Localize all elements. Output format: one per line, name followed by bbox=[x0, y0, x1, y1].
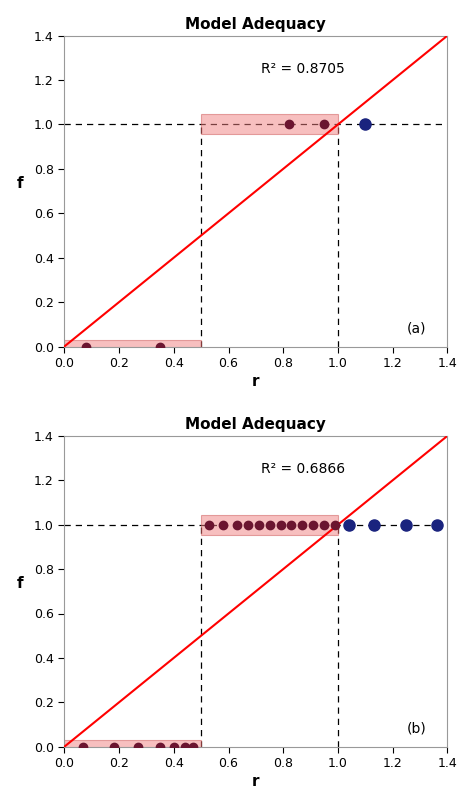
Text: R² = 0.6866: R² = 0.6866 bbox=[261, 462, 346, 476]
Bar bbox=[64, 740, 201, 756]
Text: (b): (b) bbox=[406, 721, 426, 736]
Bar bbox=[64, 340, 201, 355]
Title: Model Adequacy: Model Adequacy bbox=[185, 17, 326, 31]
Y-axis label: f: f bbox=[17, 176, 23, 191]
Bar bbox=[201, 114, 338, 135]
Y-axis label: f: f bbox=[17, 576, 23, 592]
Bar bbox=[201, 515, 338, 534]
Title: Model Adequacy: Model Adequacy bbox=[185, 417, 326, 432]
Text: R² = 0.8705: R² = 0.8705 bbox=[261, 62, 345, 76]
X-axis label: r: r bbox=[252, 374, 260, 389]
X-axis label: r: r bbox=[252, 775, 260, 789]
Text: (a): (a) bbox=[406, 322, 426, 335]
